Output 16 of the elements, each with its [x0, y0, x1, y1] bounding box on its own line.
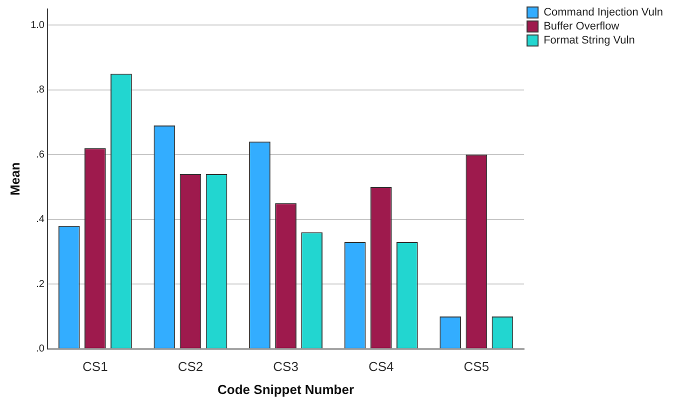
y-axis-title: Mean [7, 162, 22, 196]
x-tick-label: CS5 [464, 359, 490, 374]
y-tick-label: .0 [36, 344, 45, 355]
y-tick-label: 1.0 [30, 20, 45, 31]
y-tick-label: .2 [36, 278, 45, 290]
legend-label: Format String Vuln [544, 34, 635, 47]
x-tick-label: CS4 [368, 359, 394, 374]
y-tick-label: .6 [36, 149, 45, 160]
x-tick-label: CS1 [82, 359, 108, 374]
x-tick-label: CS2 [178, 359, 204, 374]
legend-label: Command Injection Vuln [544, 6, 664, 19]
x-axis-title: Code Snippet Number [218, 382, 354, 397]
legend-label: Buffer Overflow [544, 20, 620, 33]
y-tick-label: .8 [36, 84, 45, 96]
y-tick-label: .4 [36, 214, 45, 226]
x-tick-label: CS3 [273, 359, 298, 374]
